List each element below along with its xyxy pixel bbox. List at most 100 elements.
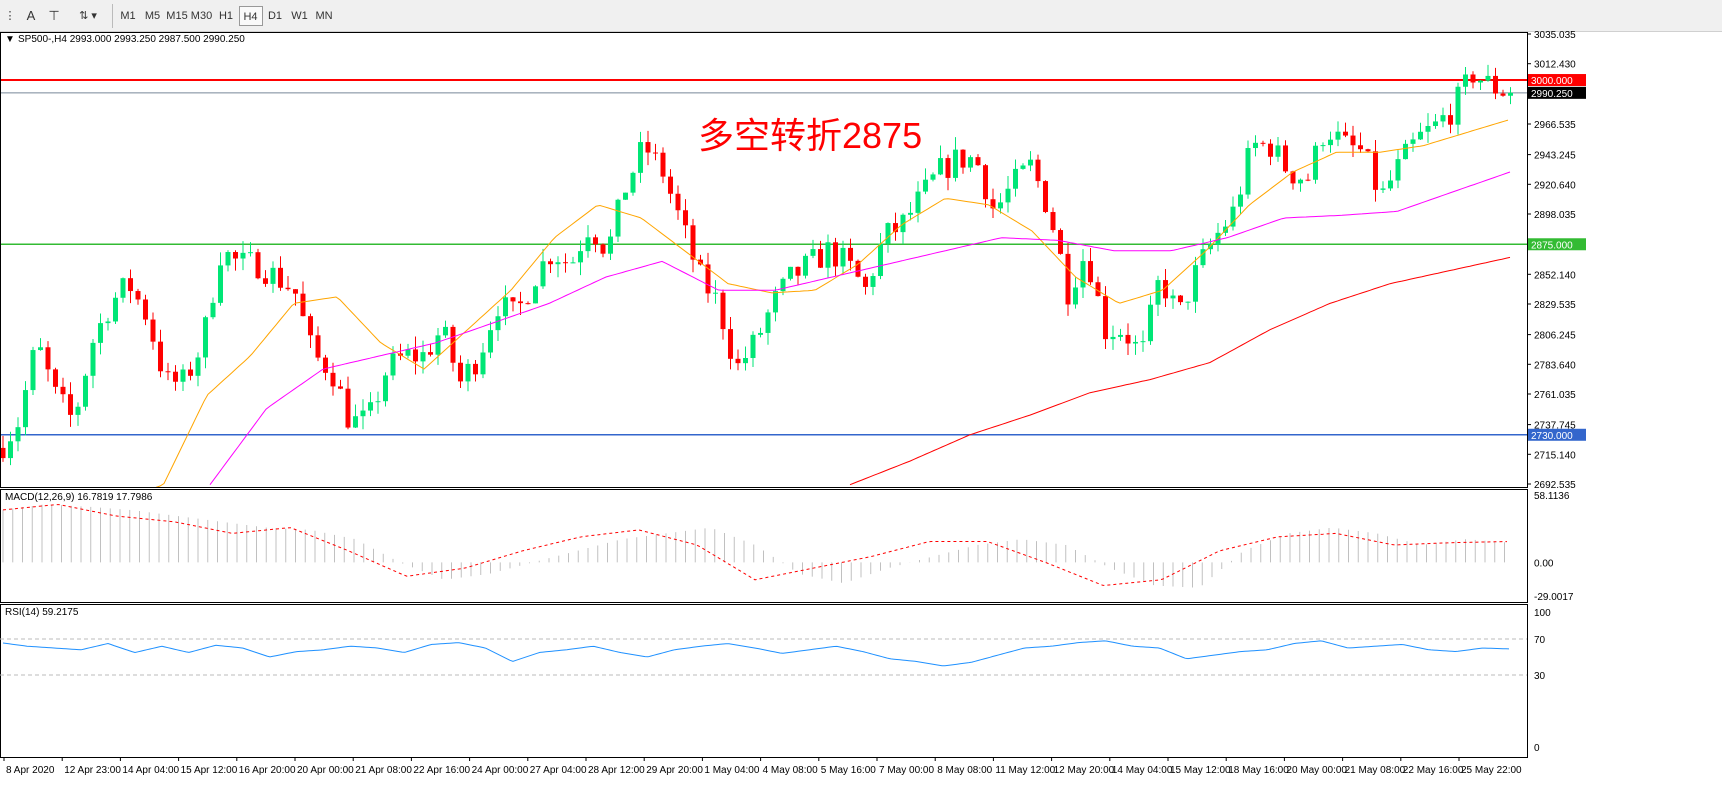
candle-body — [945, 158, 951, 178]
candle-body — [1335, 131, 1341, 140]
candle-body — [855, 260, 861, 277]
macd-signal-line — [2, 504, 1507, 586]
candle-body — [1065, 253, 1071, 305]
candle-body — [540, 261, 546, 287]
candle-body — [120, 278, 126, 298]
time-label: 15 May 12:00 — [1170, 765, 1231, 776]
level-label: 2875.000 — [1531, 240, 1573, 251]
candle-body — [518, 301, 523, 304]
candle-body — [743, 358, 748, 364]
time-label: 8 Apr 2020 — [6, 765, 55, 776]
chart[interactable]: 3035.035 3012.430 2966.535 2943.245 2920.640… — [0, 31, 1722, 788]
candle-body — [578, 251, 583, 263]
candle-body — [300, 293, 306, 317]
time-label: 22 Apr 16:00 — [413, 765, 470, 776]
macd-axis-label: 0.00 — [1534, 558, 1554, 569]
candle-body — [450, 326, 456, 363]
candle-body — [1035, 159, 1041, 182]
candle-body — [1500, 93, 1506, 96]
arrows-icon[interactable]: ⇅ ▾ — [79, 10, 97, 22]
time-label: 20 Apr 00:00 — [297, 765, 354, 776]
price-tick-label: 2806.245 — [1534, 331, 1576, 342]
candle-body — [390, 353, 396, 376]
candle-body — [38, 347, 43, 351]
time-label: 14 May 04:00 — [1112, 765, 1173, 776]
candle-body — [1485, 75, 1491, 81]
symbol-header: SP500-,H4 2993.000 2993.250 2987.500 299… — [18, 34, 245, 45]
macd-pane — [0, 489, 1528, 603]
macd-label: MACD(12,26,9) 16.7819 17.7986 — [5, 492, 153, 503]
timeframe-m15[interactable]: M15 — [166, 10, 188, 22]
candle-body — [195, 357, 201, 376]
candle-body — [360, 410, 366, 417]
candle-body — [570, 262, 576, 264]
candle-body — [1320, 145, 1326, 147]
timeframe-m1[interactable]: M1 — [120, 10, 136, 22]
time-label: 29 Apr 20:00 — [646, 765, 703, 776]
candle-body — [623, 192, 628, 200]
candle-body — [600, 244, 606, 254]
candle-body — [128, 278, 133, 292]
timeframe-w1[interactable]: W1 — [291, 10, 308, 22]
time-label: 21 Apr 08:00 — [355, 765, 412, 776]
candle-body — [113, 297, 118, 322]
level-label: 3000.000 — [1531, 76, 1573, 87]
candle-body — [998, 202, 1003, 209]
candle-body — [563, 262, 568, 264]
candle-body — [510, 297, 516, 302]
candle-body — [428, 352, 433, 355]
candle-body — [1508, 92, 1513, 96]
candle-body — [1395, 159, 1401, 181]
candle-body — [555, 262, 561, 265]
candle-body — [150, 319, 156, 342]
grid-icon[interactable]: ⋮ — [4, 10, 16, 22]
candle-body — [1185, 301, 1191, 303]
text-label-icon[interactable]: ⊤ — [48, 8, 60, 23]
candle-body — [585, 237, 591, 252]
candle-body — [983, 165, 988, 200]
level-label: 2730.000 — [1531, 431, 1573, 442]
timeframe-m5[interactable]: M5 — [144, 10, 161, 22]
timeframe-h1[interactable]: H1 — [218, 10, 234, 22]
time-label: 12 May 20:00 — [1054, 765, 1115, 776]
candle-body — [1155, 280, 1161, 305]
candle-body — [1403, 143, 1408, 160]
rsi-axis-label: 100 — [1534, 608, 1551, 619]
candle-body — [893, 223, 898, 233]
candle-body — [705, 264, 711, 294]
time-label: 1 May 04:00 — [704, 765, 759, 776]
candle-body — [1163, 280, 1168, 299]
main-pane — [0, 32, 1528, 488]
candle-body — [1140, 341, 1146, 343]
candle-body — [833, 242, 838, 267]
candle-body — [1043, 181, 1048, 213]
timeframe-mn[interactable]: MN — [315, 10, 333, 22]
candle-body — [143, 299, 148, 320]
candle-body — [1275, 145, 1281, 157]
timeframe-d1[interactable]: D1 — [267, 10, 283, 22]
price-tick-label: 2966.535 — [1534, 120, 1576, 131]
candle-body — [1110, 336, 1116, 340]
candle-body — [1020, 165, 1026, 169]
timeframe-h4[interactable]: H4 — [238, 6, 263, 26]
candle-body — [323, 357, 328, 373]
candle-body — [930, 174, 936, 180]
candle-body — [30, 350, 36, 391]
ma-fast-line — [155, 119, 1509, 487]
candle-body — [1365, 149, 1371, 152]
time-label: 21 May 08:00 — [1345, 765, 1406, 776]
candle-body — [495, 316, 501, 331]
candle-body — [173, 371, 178, 382]
candle-body — [938, 158, 943, 175]
time-label: 27 Apr 04:00 — [530, 765, 587, 776]
candle-body — [8, 441, 13, 459]
text-icon[interactable]: A — [26, 8, 36, 23]
time-label: 8 May 08:00 — [937, 765, 992, 776]
price-tick-label: 2898.035 — [1534, 210, 1576, 221]
candle-body — [1013, 168, 1018, 189]
candle-body — [188, 369, 193, 376]
candle-body — [645, 142, 651, 153]
candle-body — [1178, 295, 1183, 303]
timeframe-m30[interactable]: M30 — [190, 10, 213, 22]
annotation-text: 多空转折2875 — [698, 115, 922, 156]
